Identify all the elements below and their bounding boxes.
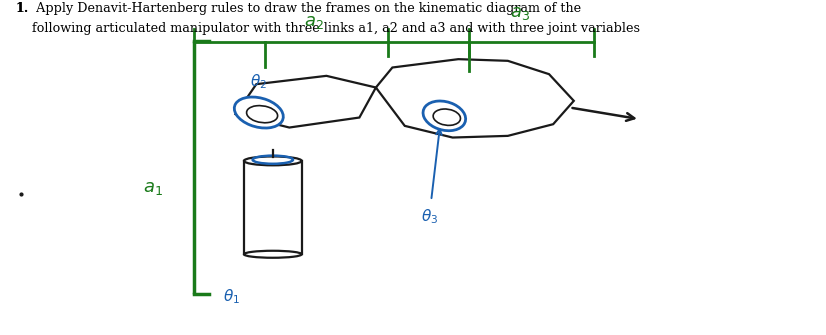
Text: following articulated manipulator with three links a1, a2 and a3 and with three : following articulated manipulator with t… — [16, 22, 639, 36]
Text: 1.  Apply Denavit-Hartenberg rules to draw the frames on the kinematic diagram o: 1. Apply Denavit-Hartenberg rules to dra… — [16, 2, 581, 15]
Text: $\theta_3$: $\theta_3$ — [421, 207, 439, 225]
Text: $\theta_1$: $\theta_1$ — [223, 287, 240, 306]
Ellipse shape — [244, 156, 301, 165]
Text: $a_2$: $a_2$ — [304, 13, 324, 31]
Ellipse shape — [244, 251, 301, 258]
Text: 1.: 1. — [16, 2, 29, 15]
Ellipse shape — [423, 101, 466, 131]
Ellipse shape — [235, 97, 283, 128]
Text: $\theta_2$: $\theta_2$ — [249, 72, 267, 90]
Text: $a_1$: $a_1$ — [143, 179, 164, 197]
Text: $a_3$: $a_3$ — [510, 4, 530, 22]
